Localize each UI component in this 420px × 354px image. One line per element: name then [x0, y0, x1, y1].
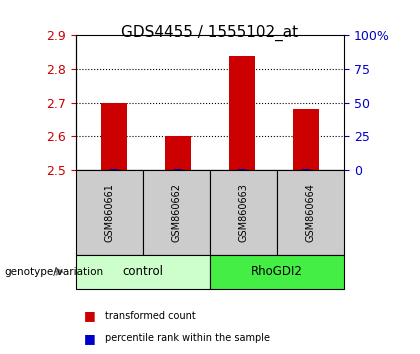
Bar	[293, 109, 319, 170]
Bar	[110, 169, 118, 170]
Bar	[101, 103, 127, 170]
Text: GSM860664: GSM860664	[306, 183, 316, 242]
Bar	[302, 169, 310, 170]
Text: ■: ■	[84, 332, 96, 344]
Text: ■: ■	[84, 309, 96, 322]
Bar	[229, 56, 255, 170]
Text: GSM860662: GSM860662	[171, 183, 181, 242]
Text: GSM860663: GSM860663	[239, 183, 249, 242]
Bar	[238, 169, 246, 170]
Bar	[165, 136, 191, 170]
Text: genotype/variation: genotype/variation	[4, 267, 103, 277]
Text: GDS4455 / 1555102_at: GDS4455 / 1555102_at	[121, 25, 299, 41]
Text: percentile rank within the sample: percentile rank within the sample	[105, 333, 270, 343]
Bar	[174, 169, 182, 170]
Text: RhoGDI2: RhoGDI2	[251, 265, 303, 278]
Text: transformed count: transformed count	[105, 311, 196, 321]
Text: control: control	[122, 265, 163, 278]
Text: GSM860661: GSM860661	[104, 183, 114, 242]
